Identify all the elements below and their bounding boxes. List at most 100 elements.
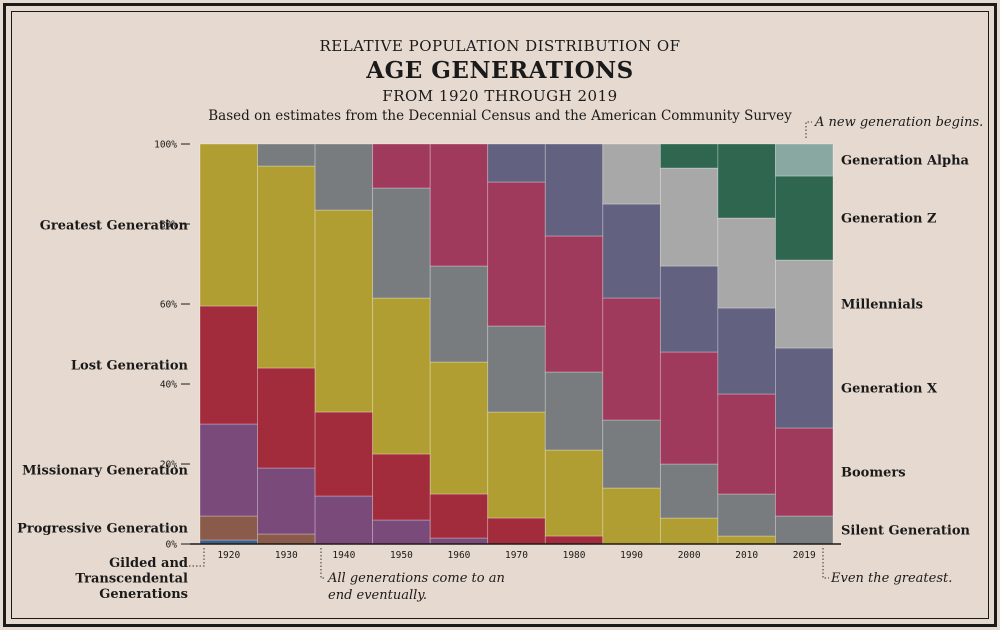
bar-segment-progressive-generation-1920 [199, 515, 258, 541]
bar-segment-silent-generation-1940 [314, 143, 374, 211]
y-tick-label: 80% [160, 220, 177, 231]
bar-segment-boomers-1980 [544, 235, 604, 373]
x-tick-label: 2000 [678, 550, 701, 561]
left-label-greatest-generation: Greatest Generation [40, 219, 189, 234]
bar-segment-boomers-1970 [487, 181, 546, 327]
right-label-millennials: Millennials [841, 298, 923, 313]
x-tick-label: 1930 [275, 550, 298, 561]
bar-segment-silent-generation-2010 [717, 493, 776, 537]
bar-segment-generation-z-2019 [775, 175, 834, 261]
outer-border [3, 3, 997, 627]
bar-segment-silent-generation-1970 [487, 325, 546, 413]
bar-segment-greatest-generation-1920 [199, 143, 258, 307]
left-label-gilded-and-transcendental-generations: Gilded and Transcendental Generations [75, 556, 188, 602]
x-tick-label: 1950 [390, 550, 413, 561]
bar-segment-lost-generation-1970 [487, 517, 546, 545]
title-line-1: RELATIVE POPULATION DISTRIBUTION OF [319, 37, 681, 55]
chart-subtitle: Based on estimates from the Decennial Ce… [208, 108, 792, 124]
y-tick-label: 100% [154, 140, 177, 151]
bar-segment-boomers-2019 [775, 427, 834, 517]
bar-segment-missionary-generation-1930 [257, 467, 316, 535]
bar-segment-greatest-generation-1950 [372, 297, 431, 455]
bar-segment-greatest-generation-2010 [717, 535, 776, 545]
bar-segment-millennials-2000 [659, 167, 719, 267]
bar-segment-missionary-generation-1950 [372, 519, 431, 545]
bar-segment-lost-generation-1950 [372, 453, 431, 521]
axes-layer: 0% 20% 40% 60% 80% 100% 1920 1930 1940 1950 1960 19… [154, 140, 841, 561]
bar-segment-greatest-generation-1960 [429, 361, 489, 495]
bar-segment-greatest-generation-1940 [314, 209, 374, 413]
right-label-generation-alpha: Generation Alpha [841, 154, 970, 169]
bar-segment-missionary-generation-1940 [314, 495, 374, 545]
top-right-leader [805, 121, 812, 138]
bottom-middle-leader [320, 548, 326, 579]
left-generation-labels: Greatest Generation Lost Generation Missio… [17, 219, 188, 603]
bar-segment-millennials-1990 [602, 143, 661, 205]
bar-segment-progressive-generation-1930 [257, 533, 316, 545]
bar-segment-silent-generation-1930 [257, 143, 316, 167]
title-line-3: FROM 1920 THROUGH 2019 [382, 87, 618, 105]
bar-segment-missionary-generation-1920 [199, 423, 258, 517]
bar-segment-generation-x-2010 [717, 307, 776, 395]
bar-segment-silent-generation-1950 [372, 187, 431, 299]
right-label-boomers: Boomers [841, 466, 906, 481]
bar-segment-lost-generation-1960 [429, 493, 489, 539]
bar-segment-generation-x-1980 [544, 143, 604, 237]
annotations-layer: A new generation begins. All generations… [187, 115, 983, 603]
gilded-leader [187, 548, 205, 567]
bottom-right-annotation: Even the greatest. [830, 571, 952, 586]
bar-segment-boomers-1960 [429, 143, 489, 267]
top-right-annotation: A new generation begins. [814, 115, 983, 130]
bar-segment-boomers-2010 [717, 393, 776, 495]
right-label-generation-z: Generation Z [841, 212, 937, 227]
x-tick-label: 1970 [505, 550, 528, 561]
bar-segment-lost-generation-1930 [257, 367, 316, 469]
x-tick-label: 1920 [217, 550, 240, 561]
x-tick-label: 1960 [448, 550, 471, 561]
bottom-right-leader [822, 548, 829, 579]
y-tick-label: 60% [160, 300, 177, 311]
chart-title: AGE GENERATIONS [366, 57, 634, 84]
bar-segment-generation-x-2019 [775, 347, 834, 429]
bar-segment-boomers-1990 [602, 297, 661, 421]
x-tick-label: 2010 [735, 550, 758, 561]
bottom-middle-annotation-line-1: All generations come to an [327, 571, 505, 586]
left-label-lost-generation: Lost Generation [71, 359, 189, 374]
bar-segment-millennials-2010 [717, 217, 776, 309]
bar-segment-lost-generation-1980 [544, 535, 604, 545]
bar-segment-silent-generation-1990 [602, 419, 661, 489]
bar-segment-generation-x-2000 [659, 265, 719, 353]
right-label-silent-generation: Silent Generation [841, 524, 971, 539]
bar-segment-generation-alpha-2019 [775, 143, 834, 177]
bar-segment-generation-x-1970 [487, 143, 546, 183]
x-tick-label: 1980 [563, 550, 586, 561]
x-tick-label: 1990 [620, 550, 643, 561]
bar-segment-generation-z-2000 [659, 143, 719, 169]
bar-segment-boomers-2000 [659, 351, 719, 465]
left-label-progressive-generation: Progressive Generation [17, 522, 188, 537]
bar-segment-millennials-2019 [775, 259, 834, 349]
x-tick-label: 1940 [332, 550, 355, 561]
right-generation-labels: Generation Alpha Generation Z Millennials G… [841, 154, 971, 539]
y-tick-label: 20% [160, 460, 177, 471]
x-tick-label: 2019 [793, 550, 816, 561]
bar-segment-greatest-generation-2000 [659, 517, 719, 545]
bar-segment-greatest-generation-1990 [602, 487, 661, 545]
bar-segment-greatest-generation-1980 [544, 449, 604, 537]
bar-segment-silent-generation-1960 [429, 265, 489, 363]
bar-segment-lost-generation-1940 [314, 411, 374, 497]
inner-border [11, 11, 989, 619]
bar-segment-generation-x-1990 [602, 203, 661, 299]
right-label-generation-x: Generation X [841, 382, 938, 397]
bar-segment-silent-generation-1980 [544, 371, 604, 451]
left-label-missionary-generation: Missionary Generation [22, 464, 188, 479]
bar-segment-generation-z-2010 [717, 143, 776, 219]
bar-segment-boomers-1950 [372, 143, 431, 189]
bar-segment-greatest-generation-1970 [487, 411, 546, 519]
y-tick-label: 0% [166, 540, 178, 551]
y-tick-label: 40% [160, 380, 177, 391]
bottom-middle-annotation-line-2: end eventually. [328, 588, 427, 603]
bar-segment-greatest-generation-1930 [257, 165, 316, 369]
bar-segment-missionary-generation-1960 [429, 537, 489, 545]
